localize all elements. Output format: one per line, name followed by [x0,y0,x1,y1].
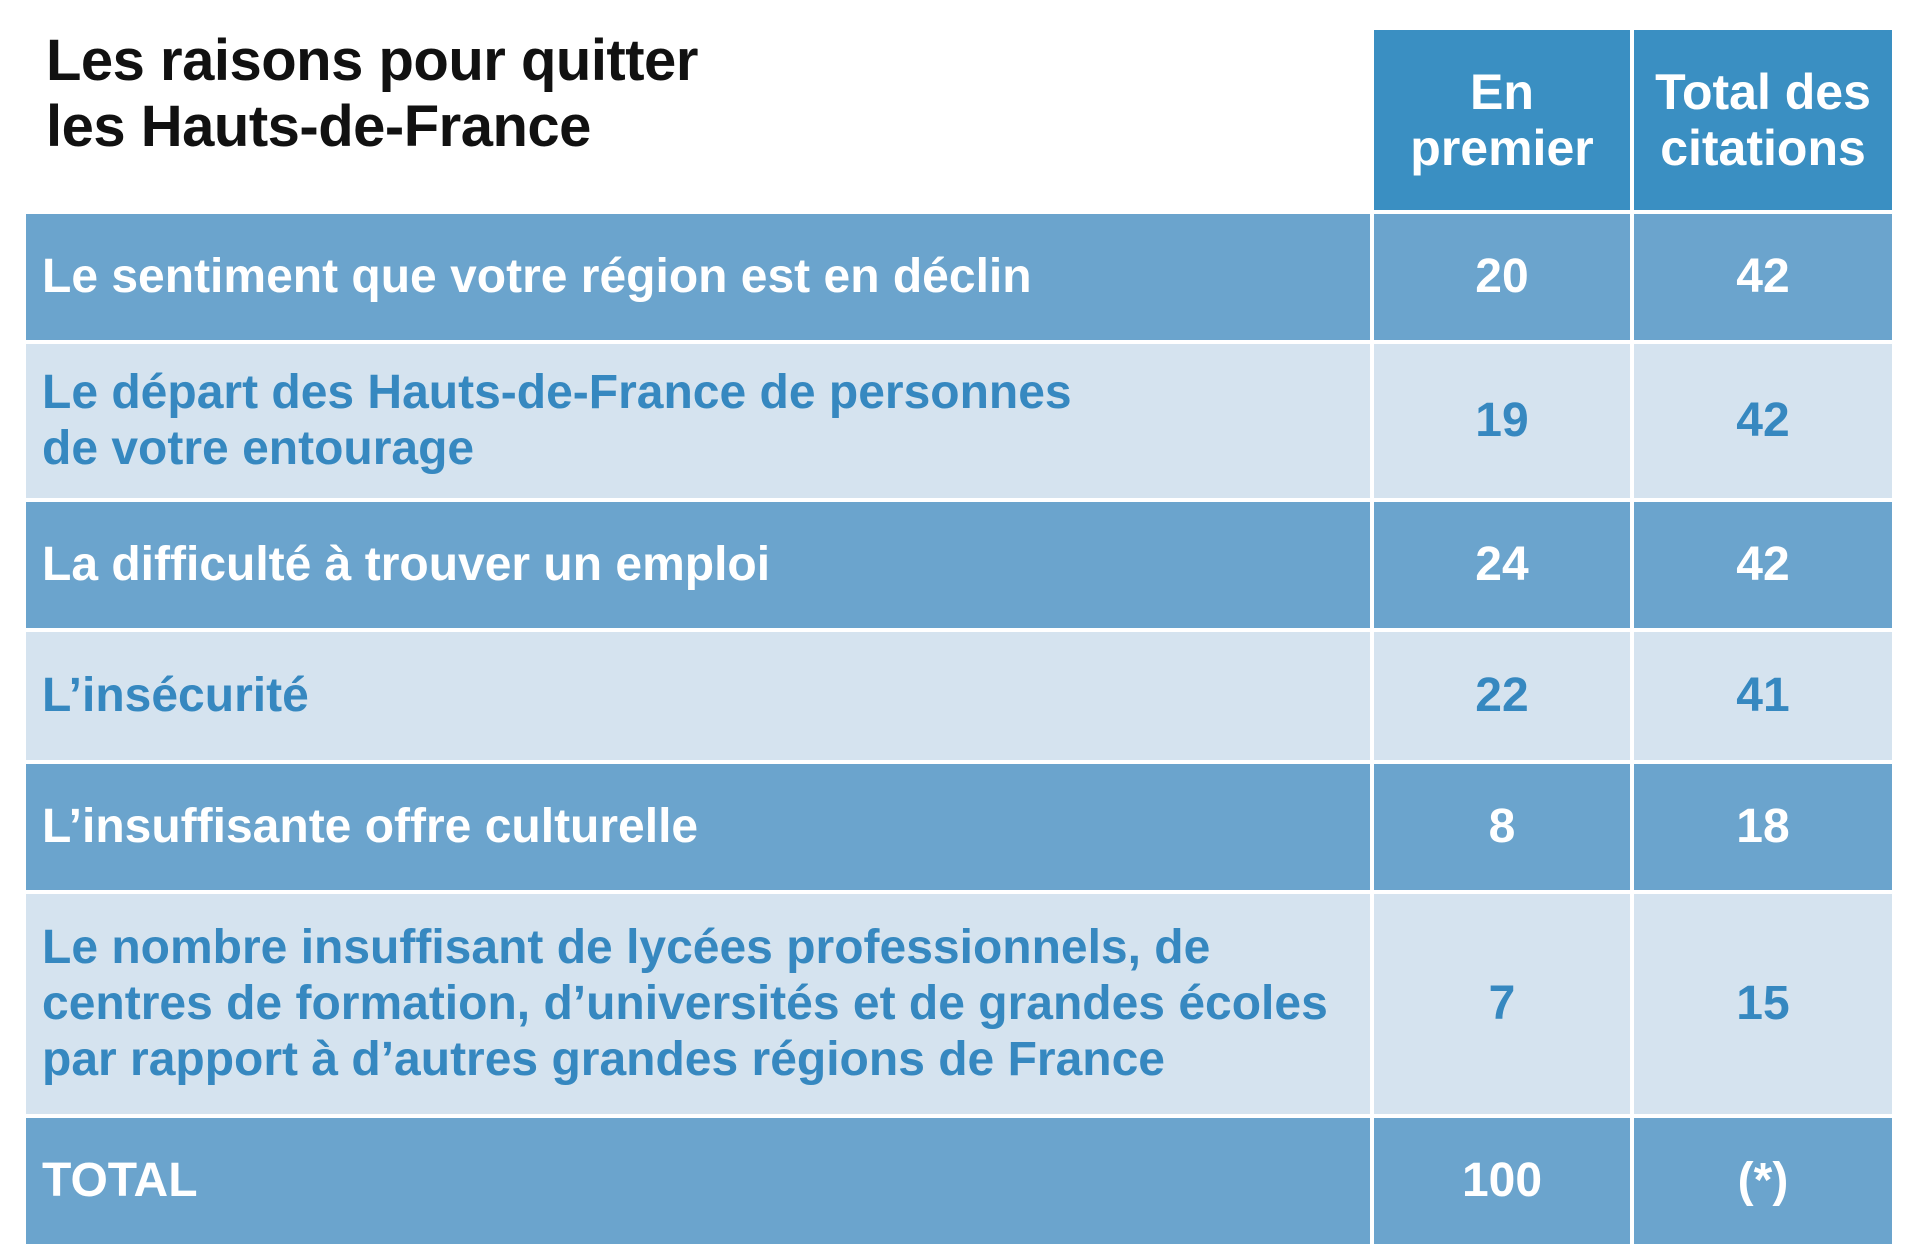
table-row: Le départ des Hauts-de-France de personn… [26,344,1892,498]
value-total-des-citations: 15 [1634,894,1892,1114]
table-row: Le sentiment que votre région est en déc… [26,214,1892,340]
table-row: L’insuffisante offre culturelle 8 18 [26,764,1892,890]
value-en-premier: 8 [1374,764,1630,890]
column-header-en-premier: En premier [1374,30,1630,210]
value-en-premier: 20 [1374,214,1630,340]
value-total-des-citations: 42 [1634,214,1892,340]
row-label: Le sentiment que votre région est en déc… [26,214,1370,340]
row-label-line: de votre entourage [42,422,475,475]
row-label-line: L’insécurité [42,669,309,722]
value-en-premier: 7 [1374,894,1630,1114]
value-total-des-citations: 18 [1634,764,1892,890]
value-en-premier: 22 [1374,632,1630,760]
table-row: La difficulté à trouver un emploi 24 42 [26,502,1892,628]
title-line: les Hauts-de-France [46,94,591,159]
title-line: Les raisons pour quitter [46,28,698,93]
row-label: Le nombre insuffisant de lycées professi… [26,894,1370,1114]
row-label-line: L’insuffisante offre culturelle [42,800,699,853]
row-label-line: Le sentiment que votre région est en déc… [42,250,1032,303]
value-en-premier: 19 [1374,344,1630,498]
row-label: L’insécurité [26,632,1370,760]
row-label: TOTAL [26,1118,1370,1244]
row-label-line: par rapport à d’autres grandes régions d… [42,1033,1165,1086]
row-label-line: La difficulté à trouver un emploi [42,538,771,591]
column-header-line: citations [1660,120,1866,176]
table-title: Les raisons pour quitter les Hauts-de-Fr… [46,28,698,160]
column-header-line: Total des [1655,64,1871,120]
column-header-total-des-citations: Total des citations [1634,30,1892,210]
row-label: La difficulté à trouver un emploi [26,502,1370,628]
table-total-row: TOTAL 100 (*) [26,1118,1892,1244]
value-en-premier: 100 [1374,1118,1630,1244]
value-en-premier: 24 [1374,502,1630,628]
row-label: L’insuffisante offre culturelle [26,764,1370,890]
value-total-des-citations: 42 [1634,344,1892,498]
column-header-line: premier [1410,120,1594,176]
value-total-des-citations: 41 [1634,632,1892,760]
row-label-line: Le départ des Hauts-de-France de personn… [42,366,1072,419]
row-label-line: TOTAL [42,1154,198,1207]
value-total-des-citations: (*) [1634,1118,1892,1244]
table-row: Le nombre insuffisant de lycées professi… [26,894,1892,1114]
row-label-line: centres de formation, d’universités et d… [42,977,1328,1030]
row-label-line: Le nombre insuffisant de lycées professi… [42,921,1211,974]
table-row: L’insécurité 22 41 [26,632,1892,760]
value-total-des-citations: 42 [1634,502,1892,628]
column-header-line: En [1470,64,1534,120]
row-label: Le départ des Hauts-de-France de personn… [26,344,1370,498]
